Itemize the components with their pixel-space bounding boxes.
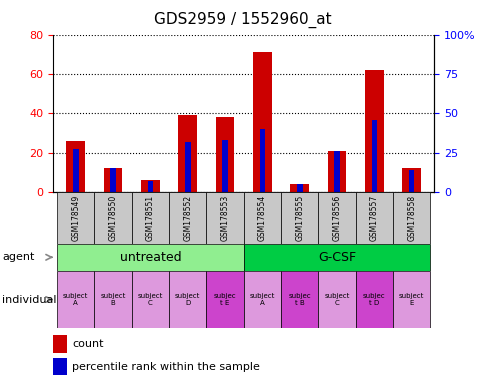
Bar xyxy=(290,184,308,192)
Bar xyxy=(53,358,66,375)
Text: GSM178555: GSM178555 xyxy=(295,195,303,241)
Text: subjec
t E: subjec t E xyxy=(213,293,236,306)
Text: percentile rank within the sample: percentile rank within the sample xyxy=(72,362,260,372)
Text: subject
D: subject D xyxy=(175,293,200,306)
Bar xyxy=(243,271,280,328)
Text: subject
B: subject B xyxy=(100,293,125,306)
Bar xyxy=(243,192,280,244)
Text: subjec
t D: subjec t D xyxy=(363,293,385,306)
Bar xyxy=(253,52,271,192)
Text: count: count xyxy=(72,339,104,349)
Text: subject
A: subject A xyxy=(249,293,274,306)
Bar xyxy=(243,244,429,271)
Text: agent: agent xyxy=(2,252,35,262)
Bar xyxy=(371,119,377,192)
Bar xyxy=(169,271,206,328)
Bar xyxy=(206,271,243,328)
Bar xyxy=(184,142,190,192)
Bar xyxy=(392,271,429,328)
Bar xyxy=(66,141,85,192)
Text: subject
C: subject C xyxy=(137,293,163,306)
Text: subject
E: subject E xyxy=(398,293,424,306)
Bar xyxy=(57,271,94,328)
Bar xyxy=(206,192,243,244)
Bar xyxy=(94,271,132,328)
Bar xyxy=(178,115,197,192)
Text: G-CSF: G-CSF xyxy=(318,251,355,264)
Bar xyxy=(318,192,355,244)
Bar xyxy=(318,271,355,328)
Bar xyxy=(333,151,339,192)
Bar xyxy=(355,192,392,244)
Text: untreated: untreated xyxy=(120,251,181,264)
Bar xyxy=(147,181,153,192)
Text: GSM178556: GSM178556 xyxy=(332,195,341,241)
Bar xyxy=(392,192,429,244)
Bar xyxy=(94,192,132,244)
Bar xyxy=(110,169,116,192)
Bar xyxy=(222,140,227,192)
Bar xyxy=(132,271,169,328)
Bar xyxy=(327,151,346,192)
Bar xyxy=(169,192,206,244)
Bar xyxy=(53,335,66,353)
Bar xyxy=(57,192,94,244)
Text: GSM178554: GSM178554 xyxy=(257,195,266,241)
Text: GSM178557: GSM178557 xyxy=(369,195,378,241)
Bar xyxy=(141,180,159,192)
Text: subject
A: subject A xyxy=(63,293,88,306)
Bar xyxy=(259,129,265,192)
Text: GSM178550: GSM178550 xyxy=(108,195,117,241)
Text: GSM178549: GSM178549 xyxy=(71,195,80,241)
Bar xyxy=(73,149,78,192)
Bar xyxy=(280,192,318,244)
Text: GSM178558: GSM178558 xyxy=(407,195,415,241)
Bar xyxy=(132,192,169,244)
Bar xyxy=(402,169,420,192)
Bar xyxy=(280,271,318,328)
Text: GDS2959 / 1552960_at: GDS2959 / 1552960_at xyxy=(153,12,331,28)
Bar xyxy=(364,70,383,192)
Bar xyxy=(57,244,243,271)
Text: subjec
t B: subjec t B xyxy=(288,293,310,306)
Bar xyxy=(355,271,392,328)
Text: GSM178552: GSM178552 xyxy=(183,195,192,241)
Bar xyxy=(296,184,302,192)
Text: GSM178553: GSM178553 xyxy=(220,195,229,241)
Bar xyxy=(215,117,234,192)
Text: GSM178551: GSM178551 xyxy=(146,195,154,241)
Text: subject
C: subject C xyxy=(324,293,349,306)
Bar xyxy=(408,170,414,192)
Bar xyxy=(104,169,122,192)
Text: individual: individual xyxy=(2,295,57,305)
